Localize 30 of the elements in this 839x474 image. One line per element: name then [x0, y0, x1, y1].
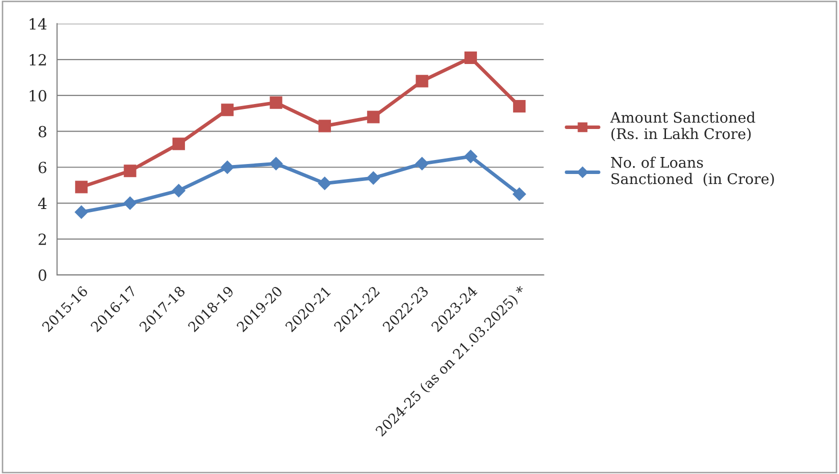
point	[415, 157, 429, 170]
point	[464, 150, 478, 164]
point	[270, 96, 282, 109]
point	[366, 171, 380, 185]
legend-label: No. of Loans Sanctioned (in Crore)	[610, 156, 774, 186]
point	[75, 180, 88, 194]
y-tick-label: 12	[30, 54, 46, 66]
point	[220, 160, 234, 174]
y-tick-label: 14	[30, 18, 47, 30]
point	[513, 100, 526, 112]
point	[172, 184, 186, 198]
legend-label: Amount Sanctioned (Rs. in Lakh Crore)	[610, 112, 756, 142]
y-tick-label: 2	[38, 233, 46, 245]
y-tick-label: 10	[30, 90, 46, 102]
point	[172, 138, 185, 150]
point	[124, 164, 136, 178]
point	[123, 196, 137, 210]
y-tick-label: 8	[38, 126, 46, 138]
y-tick-label: 0	[38, 269, 46, 281]
point	[464, 52, 477, 64]
y-tick-label: 4	[38, 198, 47, 209]
y-tick-label: 6	[38, 162, 46, 174]
point	[269, 157, 283, 170]
point	[416, 74, 428, 88]
point	[74, 206, 88, 219]
point	[318, 120, 331, 132]
point	[318, 176, 332, 190]
point	[512, 188, 526, 201]
point	[367, 110, 380, 124]
point	[221, 104, 234, 116]
